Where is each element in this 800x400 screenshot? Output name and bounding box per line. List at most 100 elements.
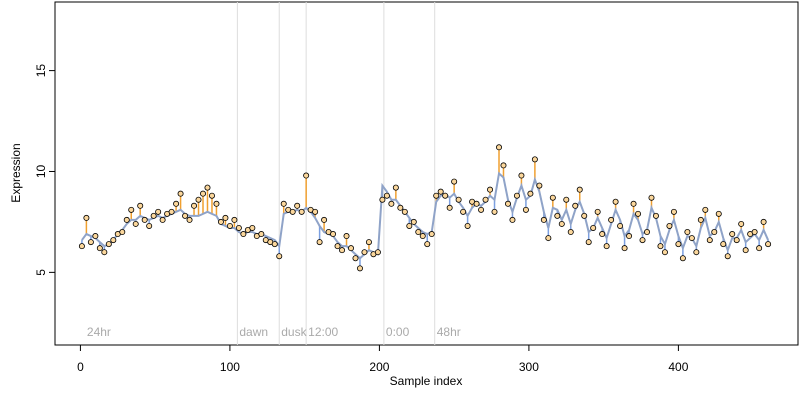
data-point xyxy=(500,162,507,169)
data-point xyxy=(442,192,449,199)
data-point xyxy=(406,222,413,229)
annotation: dusk xyxy=(281,325,307,339)
x-tick-label: 0 xyxy=(77,360,84,374)
data-point xyxy=(92,233,99,240)
data-point xyxy=(392,184,399,191)
data-point xyxy=(626,233,633,240)
data-point xyxy=(697,216,704,223)
data-point xyxy=(361,249,368,256)
data-point xyxy=(603,243,610,250)
data-point xyxy=(482,196,489,203)
data-point xyxy=(527,190,534,197)
annotation: 24hr xyxy=(87,325,111,339)
data-point xyxy=(231,216,238,223)
data-point xyxy=(666,222,673,229)
data-point xyxy=(258,231,265,238)
data-point xyxy=(294,202,301,209)
y-tick-label: 5 xyxy=(34,269,48,276)
data-point xyxy=(594,208,601,215)
data-point xyxy=(720,241,727,248)
data-point xyxy=(78,243,85,250)
data-point xyxy=(540,216,547,223)
data-point xyxy=(383,192,390,199)
data-point xyxy=(576,186,583,193)
x-tick-label: 100 xyxy=(220,360,240,374)
data-point xyxy=(419,233,426,240)
data-point xyxy=(652,212,659,219)
data-point xyxy=(572,202,579,209)
data-point xyxy=(711,229,718,236)
data-point xyxy=(558,220,565,227)
data-point xyxy=(451,178,458,185)
data-point xyxy=(424,241,431,248)
data-point xyxy=(460,208,467,215)
data-point xyxy=(159,216,166,223)
data-point xyxy=(365,239,372,246)
data-point xyxy=(195,196,202,203)
data-point xyxy=(518,172,525,179)
data-point xyxy=(491,208,498,215)
data-point xyxy=(639,237,646,244)
data-point xyxy=(644,229,651,236)
x-axis-title: Sample index xyxy=(390,374,463,388)
data-point xyxy=(415,229,422,236)
data-point xyxy=(321,216,328,223)
data-point xyxy=(276,253,283,260)
y-tick-label: 10 xyxy=(34,164,48,178)
data-point xyxy=(388,200,395,207)
data-point xyxy=(280,200,287,207)
data-point xyxy=(522,206,529,213)
data-point xyxy=(312,208,319,215)
data-point xyxy=(581,212,588,219)
data-point xyxy=(657,243,664,250)
data-point xyxy=(487,186,494,193)
data-point xyxy=(513,192,520,199)
data-point xyxy=(729,231,736,238)
data-point xyxy=(182,212,189,219)
data-point xyxy=(688,235,695,242)
data-point xyxy=(289,208,296,215)
data-point xyxy=(105,241,112,248)
data-point xyxy=(536,182,543,189)
data-point xyxy=(648,194,655,201)
data-point xyxy=(379,196,386,203)
y-axis-title: Expression xyxy=(9,143,23,202)
data-point xyxy=(612,198,619,205)
data-point xyxy=(132,220,139,227)
fitted-line xyxy=(81,171,770,260)
data-point xyxy=(339,247,346,254)
annotation: 48hr xyxy=(437,325,461,339)
data-point xyxy=(119,229,126,236)
data-point xyxy=(374,249,381,256)
x-tick-label: 300 xyxy=(519,360,539,374)
data-point xyxy=(608,216,615,223)
data-point xyxy=(271,241,278,248)
data-point xyxy=(509,216,516,223)
data-point xyxy=(733,237,740,244)
data-point xyxy=(675,241,682,248)
data-point xyxy=(213,200,220,207)
data-point xyxy=(343,233,350,240)
data-point xyxy=(478,206,485,213)
data-point xyxy=(473,200,480,207)
x-tick-label: 400 xyxy=(668,360,688,374)
data-point xyxy=(128,206,135,213)
data-point xyxy=(356,265,363,272)
data-point xyxy=(168,208,175,215)
data-point xyxy=(249,224,256,231)
data-point xyxy=(679,255,686,262)
data-point xyxy=(410,218,417,225)
data-point xyxy=(235,224,242,231)
data-point xyxy=(630,200,637,207)
data-point xyxy=(330,231,337,238)
data-point xyxy=(433,192,440,199)
data-point xyxy=(208,192,215,199)
data-point xyxy=(567,229,574,236)
data-point xyxy=(155,208,162,215)
data-point xyxy=(661,249,668,256)
data-point xyxy=(504,200,511,207)
data-point xyxy=(670,208,677,215)
data-point xyxy=(141,216,148,223)
data-point xyxy=(146,222,153,229)
data-point xyxy=(617,222,624,229)
